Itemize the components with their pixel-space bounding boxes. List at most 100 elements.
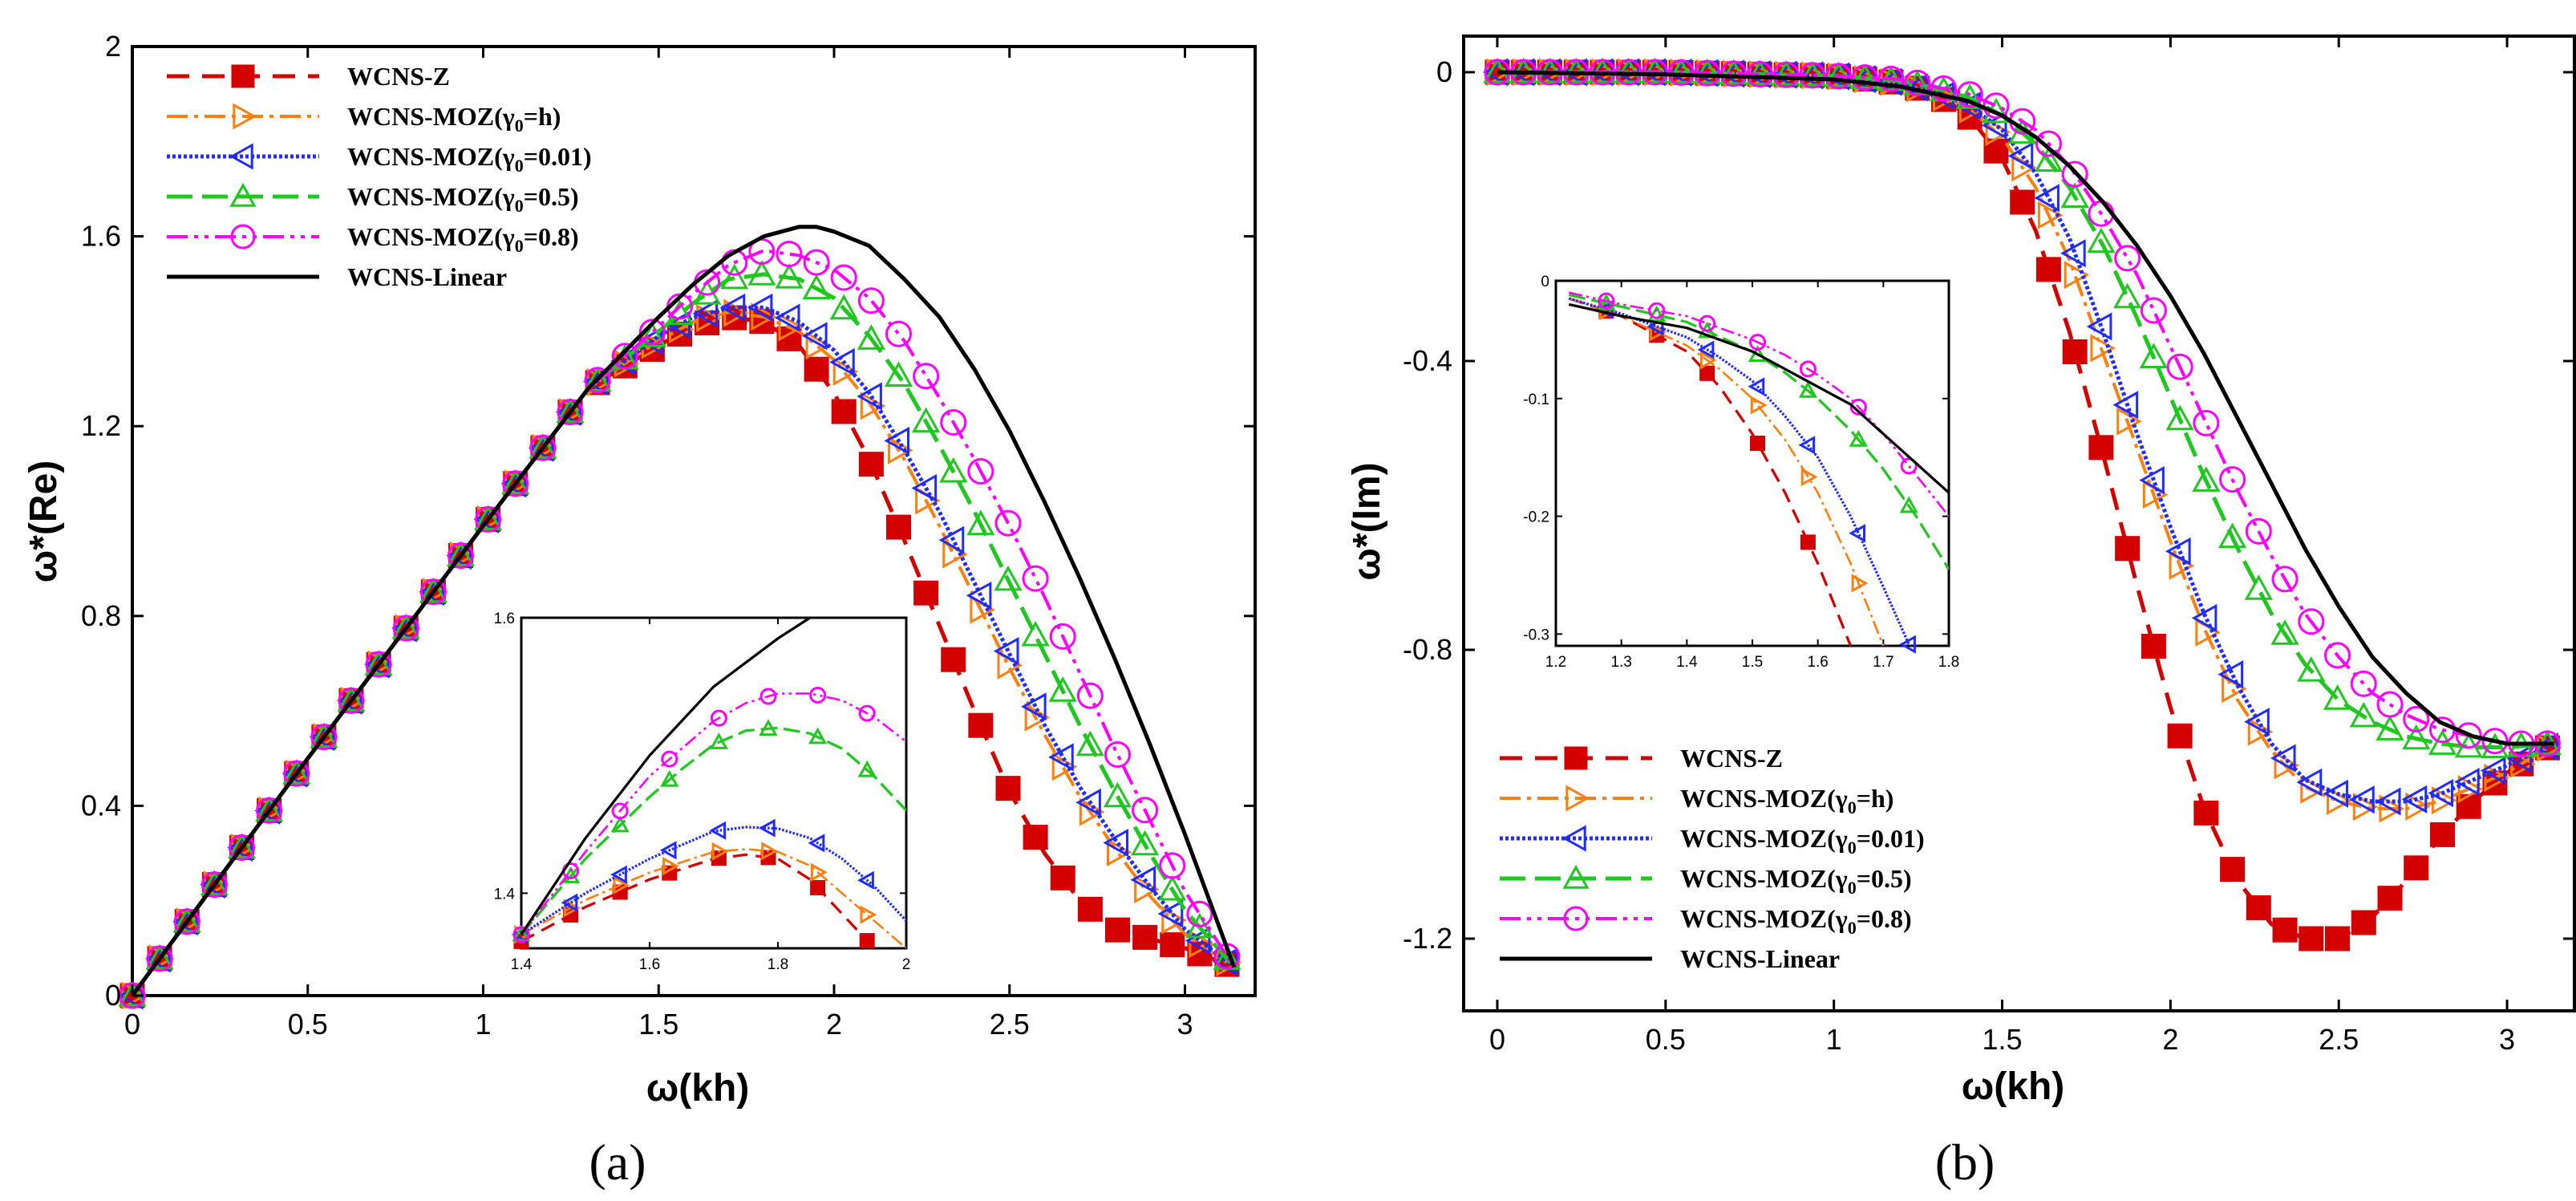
a-point-moz_05	[884, 361, 913, 387]
a-point-moz_08	[529, 434, 557, 461]
b-legend-label-wcns-moz-0-0-5: WCNS-MOZ(γ0=0.5)	[1680, 864, 1912, 898]
b-inset-point-moz_08	[1648, 302, 1666, 319]
a-point-moz_05	[829, 294, 858, 320]
a-point-moz_05	[364, 650, 393, 676]
b-point-moz_001	[2112, 391, 2139, 420]
a-point-moz_08	[475, 505, 502, 533]
b-point-moz_08	[1956, 81, 1983, 108]
a-point-z	[1105, 917, 1130, 943]
a-point-moz_h	[1134, 874, 1160, 904]
b-point-moz_05	[2218, 522, 2247, 549]
a-xtick-label: 2	[826, 1008, 842, 1041]
a-inset-ytick-label: 1.4	[494, 886, 516, 903]
a-inset-xtick-label: 1.8	[768, 956, 788, 973]
a-point-moz_08	[638, 319, 666, 346]
a-legend-marker-z	[231, 64, 255, 88]
a-inset-point-moz_05	[808, 727, 828, 745]
b-series-linear	[1497, 70, 2554, 746]
a-point-moz_h	[696, 304, 722, 333]
b-point-z	[2351, 910, 2376, 935]
b-point-moz_001	[1981, 111, 2007, 140]
b-point-moz_08	[2035, 130, 2062, 157]
a-point-moz_001	[1021, 692, 1047, 721]
a-point-z	[913, 580, 939, 606]
a-point-moz_05	[994, 565, 1023, 591]
b-inset-point-moz_08	[1799, 360, 1817, 378]
a-point-moz_001	[254, 796, 281, 825]
a-legend-label-wcns-moz-0-0-01: WCNS-MOZ(γ0=0.01)	[347, 142, 592, 176]
a-xtick-label: 0.5	[288, 1008, 328, 1041]
b-inset-point-z	[1699, 365, 1715, 381]
a-ytick-label: 2	[105, 30, 121, 63]
b-point-moz_08	[1825, 63, 1853, 90]
a-inset-point-moz_08	[759, 688, 777, 705]
a-inset-point-moz_08	[858, 704, 876, 722]
a-point-moz_08	[803, 249, 830, 276]
b-ytick-label: -0.4	[1403, 344, 1452, 377]
b-xtick-label: 1.5	[1982, 1023, 2022, 1056]
a-point-moz_05	[200, 870, 229, 896]
b-point-moz_08	[2350, 670, 2377, 697]
a-point-moz_001	[200, 870, 225, 899]
b-inset-ytick-label: -0.1	[1523, 392, 1549, 408]
a-point-moz_08	[913, 363, 940, 390]
b-point-moz_001	[2165, 537, 2191, 566]
panel-b: 1.2 1.3 1.4 1.5 1.6 1.7 1.8 0 -0.1 -0.2 -0.3 0 0.5 1…	[1346, 34, 2576, 1191]
a-point-moz_05	[1021, 620, 1050, 647]
a-point-moz_001	[1048, 743, 1074, 772]
b-inset-point-moz_08	[1598, 292, 1615, 310]
b-point-moz_05	[2376, 715, 2404, 740]
a-legend-marker-moz_h	[233, 103, 257, 130]
a-point-moz_05	[802, 274, 831, 300]
a-point-moz_h	[778, 313, 804, 342]
a-point-moz_001	[1185, 926, 1211, 955]
a-point-moz_05	[474, 505, 503, 530]
a-point-moz_h	[751, 302, 776, 331]
b-point-moz_05	[1850, 63, 1879, 89]
a-point-z	[858, 452, 884, 477]
a-point-moz_001	[528, 433, 554, 462]
a-point-moz_08	[1022, 565, 1049, 592]
a-point-moz_05	[720, 263, 749, 290]
a-point-moz_05	[1131, 830, 1160, 856]
a-point-moz_001	[446, 541, 472, 570]
b-inset-point-moz_05	[1899, 496, 1918, 513]
a-legend-label-wcns-moz-0-0-8: WCNS-MOZ(γ0=0.8)	[347, 222, 579, 256]
a-point-z	[804, 356, 829, 382]
a-point-moz_05	[556, 397, 585, 424]
a-xtick-label: 1	[475, 1008, 491, 1041]
b-xtick-label: 0	[1489, 1023, 1505, 1056]
b-xtick-label: 2.5	[2319, 1023, 2359, 1056]
panel-a: 1.4 1.6 1.8 2 1.4 1.6 0 0.5 1 1.5 2 2.5 3 0 0.4 0.8 1.2…	[22, 30, 1257, 1191]
b-inset-point-moz_h	[1650, 323, 1667, 342]
b-inset-line-moz_05	[1568, 294, 1949, 570]
b-inset-line-moz_h	[1568, 297, 1885, 646]
b-point-moz_05	[1667, 58, 1695, 83]
b-ytick-label: 0	[1436, 55, 1452, 88]
b-point-moz_05	[2402, 724, 2431, 750]
a-point-z	[1160, 932, 1185, 958]
a-inset-point-moz_05	[660, 769, 679, 787]
a-point-moz_08	[1104, 741, 1131, 769]
b-xtick-label: 3	[2499, 1023, 2515, 1056]
a-point-moz_05	[966, 509, 995, 536]
inset-a: 1.4 1.6 1.8 2 1.4 1.6	[494, 611, 911, 973]
a-point-moz_05	[227, 833, 257, 858]
a-xtick-label: 0	[124, 1008, 140, 1041]
b-point-moz_08	[1694, 59, 1721, 87]
a-point-moz_001	[500, 469, 527, 498]
a-point-moz_05	[172, 907, 201, 933]
legend-a: WCNS-Z WCNS-MOZ(γ0=h) WCNS-MOZ(γ0=0.01) WCN…	[167, 62, 592, 291]
b-inset-xtick-label: 1.2	[1545, 654, 1566, 671]
a-point-moz_001	[1075, 788, 1101, 817]
a-point-moz_08	[256, 797, 283, 824]
b-point-z	[2141, 634, 2166, 659]
caption-a: (a)	[589, 1134, 646, 1191]
b-point-moz_08	[2245, 517, 2272, 545]
a-inset-point-moz_h	[613, 875, 630, 895]
a-inset-point-moz_001	[709, 821, 727, 840]
a-point-moz_08	[1049, 623, 1076, 650]
a-line-moz_08	[132, 249, 1236, 996]
a-inset-point-moz_h	[860, 905, 877, 924]
a-series-linear	[132, 225, 1237, 996]
